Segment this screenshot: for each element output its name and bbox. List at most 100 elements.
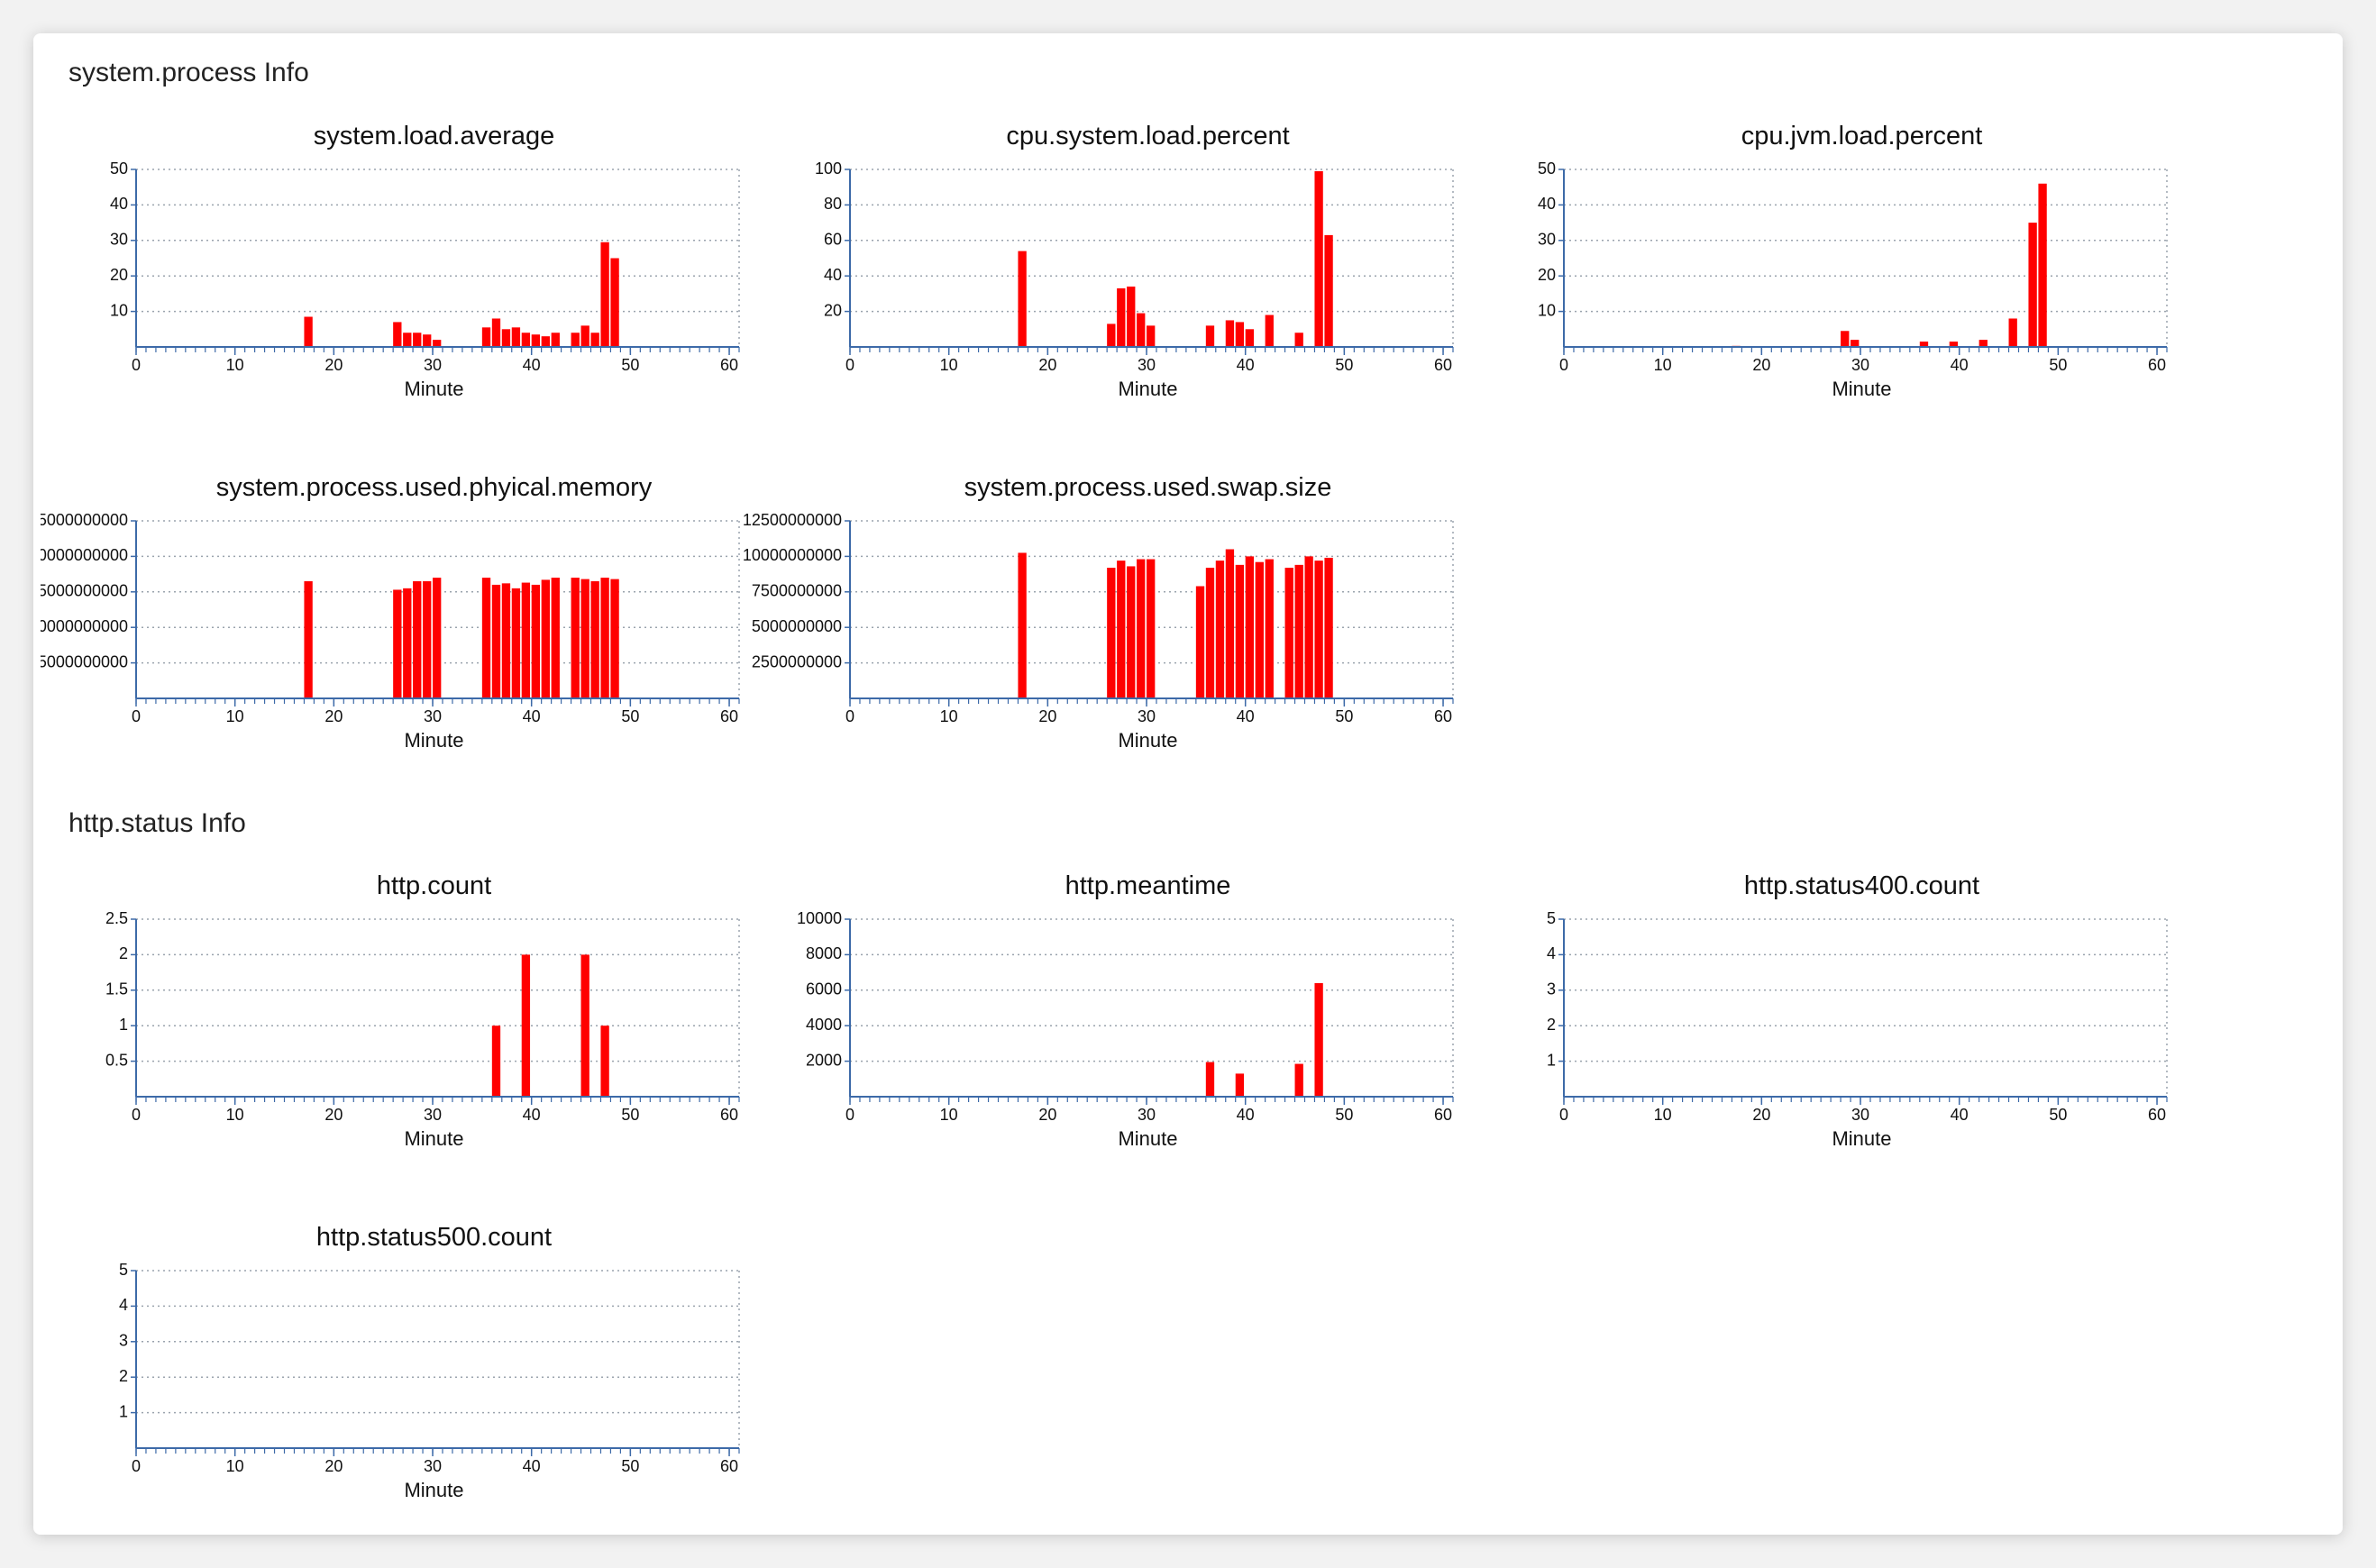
bar — [1195, 586, 1205, 698]
x-tick-label: 20 — [1038, 707, 1056, 725]
y-tick-label: 20 — [110, 266, 128, 284]
bar — [501, 329, 511, 347]
y-tick-label: 6000 — [806, 980, 842, 998]
bar — [1235, 564, 1245, 698]
x-tick-label: 50 — [1335, 356, 1353, 374]
y-tick-label: 30 — [1538, 231, 1556, 249]
x-tick-label: 60 — [2148, 356, 2166, 374]
x-tick-label: 20 — [1038, 356, 1056, 374]
y-tick-label: 25000000000 — [29, 511, 128, 529]
bar — [1205, 1062, 1215, 1097]
y-tick-label: 80 — [824, 195, 842, 213]
bar — [1841, 331, 1850, 347]
bar — [1294, 1063, 1303, 1097]
y-tick-label: 30 — [110, 231, 128, 249]
x-tick-label: 60 — [720, 356, 738, 374]
x-tick-label: 50 — [1335, 707, 1353, 725]
bar — [491, 584, 501, 698]
section-title: http.status Info — [69, 808, 246, 838]
bar — [511, 327, 521, 347]
x-tick-label: 60 — [2148, 1106, 2166, 1124]
y-tick-label: 10000 — [797, 909, 842, 927]
y-tick-label: 2 — [119, 944, 128, 962]
bar — [1117, 287, 1126, 347]
y-tick-label: 2500000000 — [752, 652, 842, 670]
bar — [571, 333, 580, 347]
bar — [423, 580, 432, 698]
bar — [1147, 559, 1156, 698]
y-tick-label: 3 — [119, 1332, 128, 1350]
x-tick-label: 60 — [1434, 1106, 1452, 1124]
bar — [580, 325, 589, 347]
x-tick-label: 10 — [226, 1106, 244, 1124]
x-tick-label: 60 — [720, 707, 738, 725]
bar — [1324, 557, 1333, 698]
y-tick-label: 100 — [815, 160, 842, 178]
bar — [521, 582, 531, 698]
chart-title: cpu.system.load.percent — [1006, 122, 1289, 150]
x-tick-label: 40 — [523, 1457, 541, 1475]
bar — [1137, 559, 1146, 698]
x-tick-label: 30 — [1851, 1106, 1869, 1124]
x-tick-label: 20 — [324, 1457, 343, 1475]
y-tick-label: 10000000000 — [29, 617, 128, 635]
bar — [2008, 318, 2017, 347]
x-tick-label: 20 — [1752, 1106, 1770, 1124]
bar — [1127, 566, 1136, 698]
bar — [1107, 568, 1116, 698]
bar — [551, 578, 560, 698]
bar — [1205, 325, 1215, 347]
y-tick-label: 2.5 — [105, 909, 128, 927]
bar — [1117, 561, 1126, 698]
x-tick-label: 40 — [1951, 356, 1969, 374]
y-tick-label: 2 — [1547, 1016, 1556, 1034]
x-tick-label: 30 — [424, 356, 442, 374]
x-tick-label: 0 — [132, 707, 141, 725]
y-tick-label: 40 — [824, 266, 842, 284]
y-tick-label: 50 — [110, 160, 128, 178]
bar — [590, 333, 599, 347]
x-axis-label: Minute — [1832, 378, 1891, 400]
y-tick-label: 4 — [119, 1296, 128, 1314]
bar — [610, 258, 619, 347]
x-tick-label: 0 — [845, 707, 854, 725]
x-axis-label: Minute — [404, 378, 463, 400]
x-tick-label: 40 — [523, 707, 541, 725]
x-tick-label: 40 — [1237, 707, 1255, 725]
y-tick-label: 2000 — [806, 1051, 842, 1069]
bar — [2028, 223, 2037, 347]
bar — [403, 333, 412, 347]
bar — [491, 318, 501, 347]
bar — [1018, 552, 1027, 698]
x-tick-label: 0 — [1559, 356, 1568, 374]
bar — [551, 333, 560, 347]
y-tick-label: 8000 — [806, 944, 842, 962]
y-tick-label: 12500000000 — [743, 511, 842, 529]
x-tick-label: 50 — [621, 707, 639, 725]
x-tick-label: 50 — [2049, 1106, 2067, 1124]
bar — [1255, 561, 1264, 698]
x-tick-label: 0 — [1559, 1106, 1568, 1124]
bar — [481, 578, 491, 698]
bar — [1949, 342, 1959, 347]
bar — [1107, 324, 1116, 347]
bar — [580, 954, 589, 1097]
x-tick-label: 10 — [1654, 356, 1672, 374]
bar — [1851, 340, 1860, 347]
y-tick-label: 20 — [1538, 266, 1556, 284]
x-axis-label: Minute — [404, 1127, 463, 1150]
x-tick-label: 20 — [324, 356, 343, 374]
y-tick-label: 3 — [1547, 980, 1556, 998]
x-tick-label: 30 — [1138, 707, 1156, 725]
bar — [590, 580, 599, 698]
bar — [1235, 1073, 1245, 1097]
bar — [304, 316, 313, 347]
x-tick-label: 20 — [324, 707, 343, 725]
bar — [413, 333, 422, 347]
x-tick-label: 10 — [1654, 1106, 1672, 1124]
y-tick-label: 4000 — [806, 1016, 842, 1034]
y-tick-label: 40 — [110, 195, 128, 213]
x-tick-label: 50 — [621, 1106, 639, 1124]
bar — [1314, 982, 1323, 1097]
